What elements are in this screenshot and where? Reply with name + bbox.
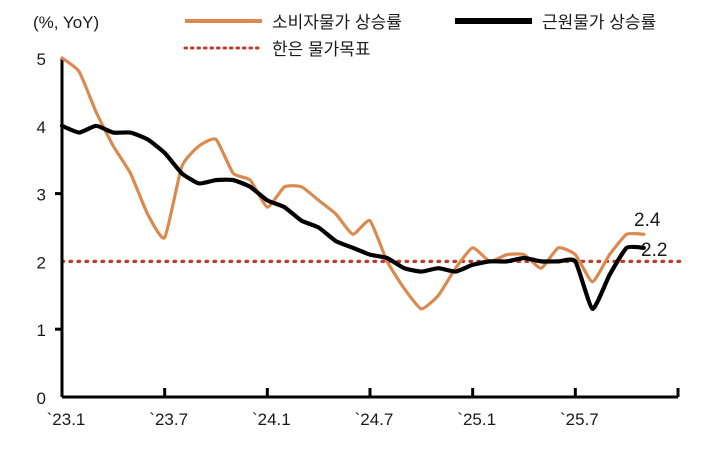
y-axis-tick-label: 0 — [37, 389, 46, 408]
x-axis-tick-label: `25.1 — [457, 410, 496, 429]
legend-label: 한은 물가목표 — [272, 40, 371, 59]
legend-item: 한은 물가목표 — [183, 40, 371, 59]
y-axis-tick-label: 3 — [37, 186, 46, 205]
x-axis-tick-label: `24.7 — [355, 410, 394, 429]
legend-item: 소비자물가 상승률 — [185, 13, 402, 32]
x-axis-tick-label: `24.1 — [252, 410, 291, 429]
x-axis-tick-label: `23.1 — [47, 410, 86, 429]
legend-label: 소비자물가 상승률 — [272, 13, 402, 32]
y-axis-tick-label: 2 — [37, 253, 46, 272]
series-line — [59, 123, 646, 311]
legend-item: 근원물가 상승률 — [455, 13, 656, 32]
x-axis-tick-label: `25.7 — [560, 410, 599, 429]
y-axis-unit-label: (%, YoY) — [33, 13, 99, 32]
end-value-label-core: 2.2 — [641, 240, 667, 261]
y-axis-tick-label: 4 — [37, 118, 46, 137]
y-axis-tick-label: 1 — [37, 321, 46, 340]
legend-label: 근원물가 상승률 — [542, 13, 656, 32]
end-value-label-cpi: 2.4 — [634, 210, 661, 231]
y-axis-tick-label: 5 — [37, 50, 46, 69]
x-axis-tick-label: `23.7 — [149, 410, 188, 429]
series-line — [60, 56, 646, 311]
